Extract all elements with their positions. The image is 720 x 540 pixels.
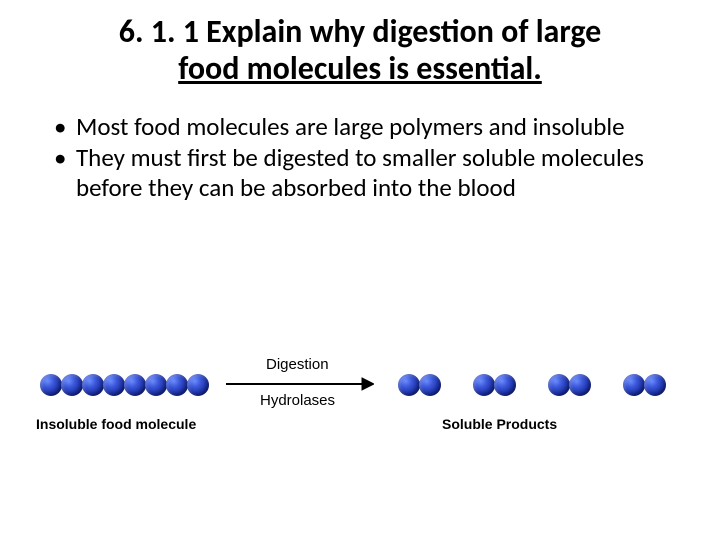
slide: 6. 1. 1 Explain why digestion of large f… <box>0 0 720 202</box>
digestion-diagram: Digestion Hydrolases Insoluble food mole… <box>40 330 680 450</box>
monomer-ball <box>103 374 125 396</box>
monomer-ball <box>82 374 104 396</box>
monomer-ball <box>187 374 209 396</box>
arrow-label-bottom: Hydrolases <box>260 392 335 409</box>
slide-title: 6. 1. 1 Explain why digestion of large f… <box>48 14 672 88</box>
monomer-ball <box>494 374 516 396</box>
product-pair <box>473 374 516 396</box>
arrow-icon <box>226 376 374 392</box>
product-pairs <box>398 374 666 396</box>
polymer-chain <box>40 374 209 396</box>
caption-left: Insoluble food molecule <box>36 416 196 432</box>
monomer-ball <box>473 374 495 396</box>
monomer-ball <box>40 374 62 396</box>
monomer-ball <box>145 374 167 396</box>
monomer-ball <box>644 374 666 396</box>
monomer-ball <box>569 374 591 396</box>
title-line-1: 6. 1. 1 Explain why digestion of large <box>48 14 672 51</box>
arrow-label-top: Digestion <box>266 356 329 373</box>
monomer-ball <box>548 374 570 396</box>
product-pair <box>623 374 666 396</box>
bullet-item: They must first be digested to smaller s… <box>48 143 672 202</box>
caption-right: Soluble Products <box>442 416 557 432</box>
title-line-2: food molecules is essential. <box>48 51 672 88</box>
monomer-ball <box>124 374 146 396</box>
monomer-ball <box>61 374 83 396</box>
bullet-item: Most food molecules are large polymers a… <box>48 112 672 142</box>
monomer-ball <box>623 374 645 396</box>
product-pair <box>548 374 591 396</box>
product-pair <box>398 374 441 396</box>
monomer-ball <box>398 374 420 396</box>
monomer-ball <box>166 374 188 396</box>
monomer-ball <box>419 374 441 396</box>
bullet-list: Most food molecules are large polymers a… <box>48 112 672 203</box>
